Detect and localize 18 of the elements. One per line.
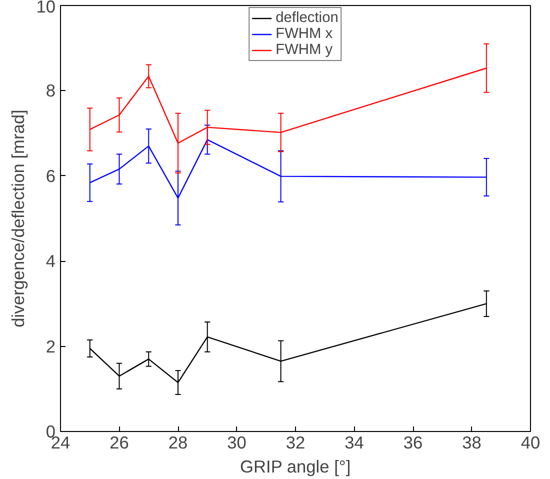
x-tick-label: 32 bbox=[286, 432, 306, 452]
y-tick-label: 6 bbox=[46, 166, 56, 186]
x-tick-label: 34 bbox=[344, 432, 364, 452]
y-tick-label: 4 bbox=[46, 251, 56, 272]
legend-label: FWHM x bbox=[276, 26, 333, 42]
x-axis-title: GRIP angle [°] bbox=[240, 456, 351, 476]
x-tick-label: 38 bbox=[462, 432, 482, 452]
legend-label: deflection bbox=[276, 10, 338, 26]
x-tick-label: 36 bbox=[403, 432, 423, 452]
x-tick-label: 26 bbox=[110, 432, 129, 452]
x-tick-label: 40 bbox=[520, 432, 540, 452]
y-axis-title: divergence/deflection [mrad] bbox=[8, 110, 28, 328]
legend-label: FWHM y bbox=[276, 42, 333, 58]
x-tick-label: 30 bbox=[227, 432, 246, 452]
x-tick-label: 28 bbox=[168, 432, 188, 452]
y-tick-label: 8 bbox=[46, 80, 56, 101]
y-tick-label: 2 bbox=[46, 336, 56, 356]
y-tick-label: 10 bbox=[36, 0, 56, 16]
